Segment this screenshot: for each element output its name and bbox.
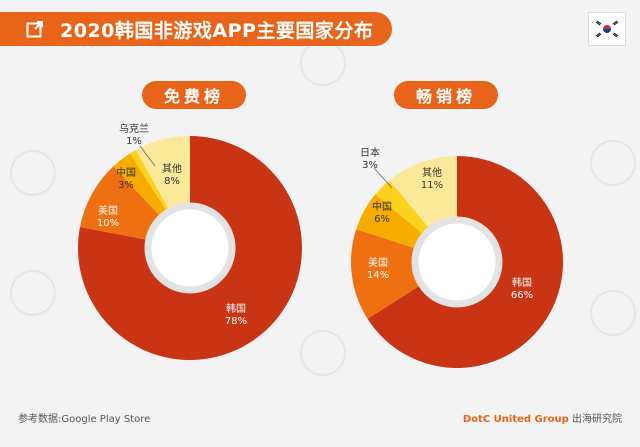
- slice-label: 韩国: [226, 302, 246, 315]
- footer-credit: DotC United Group 出海研究院: [463, 410, 622, 425]
- slice-value: 8%: [164, 176, 180, 187]
- brand-name: DotC United Group: [462, 414, 569, 425]
- watermark-logo: [10, 270, 56, 316]
- slice-label: 其他: [422, 166, 442, 179]
- watermark-logo: [590, 140, 636, 186]
- slice-value: 3%: [118, 180, 134, 191]
- slice-韩国: [367, 156, 563, 369]
- donut-hole: [144, 202, 236, 294]
- slice-label: 中国: [116, 166, 136, 179]
- slice-label: 美国: [368, 256, 388, 269]
- free-chart-title: 免费榜: [142, 81, 246, 109]
- slice-中国: [113, 153, 168, 218]
- data-source: 参考数据:Google Play Store: [18, 414, 151, 425]
- slice-value: 78%: [225, 316, 247, 327]
- slice-其他: [136, 136, 190, 212]
- leader-line: [373, 167, 393, 189]
- slice-乌克兰: [129, 149, 170, 213]
- slice-其他: [389, 156, 457, 230]
- leader-line: [139, 145, 156, 167]
- slice-value: 3%: [362, 160, 378, 171]
- share-icon: [18, 12, 52, 46]
- slice-中国: [356, 194, 425, 250]
- org-name: 出海研究院: [572, 414, 622, 425]
- slice-label: 韩国: [512, 276, 532, 289]
- slice-value: 14%: [367, 270, 389, 281]
- slice-value: 6%: [374, 214, 390, 225]
- watermark-logo: [10, 150, 56, 196]
- slice-value: 11%: [421, 180, 443, 191]
- donut-hole: [411, 216, 503, 308]
- title-banner: 2020韩国非游戏APP主要国家分布: [0, 12, 392, 46]
- watermark-logo: [590, 290, 636, 336]
- slice-label: 日本: [360, 146, 380, 159]
- slice-label: 其他: [162, 162, 182, 175]
- slice-value: 10%: [97, 218, 119, 229]
- page-title: 2020韩国非游戏APP主要国家分布: [60, 19, 374, 42]
- slice-美国: [351, 229, 422, 319]
- south-korea-flag-icon: [588, 12, 626, 46]
- slice-value: 66%: [511, 290, 533, 301]
- slice-label: 中国: [372, 200, 392, 213]
- watermark-logo: [300, 330, 346, 376]
- slice-label: 美国: [98, 204, 118, 217]
- slice-日本: [375, 180, 431, 236]
- slice-美国: [79, 166, 162, 241]
- grossing-chart-title: 畅销榜: [394, 81, 498, 109]
- slice-韩国: [77, 136, 302, 360]
- slice-label: 乌克兰: [119, 122, 149, 135]
- slice-value: 1%: [126, 136, 142, 147]
